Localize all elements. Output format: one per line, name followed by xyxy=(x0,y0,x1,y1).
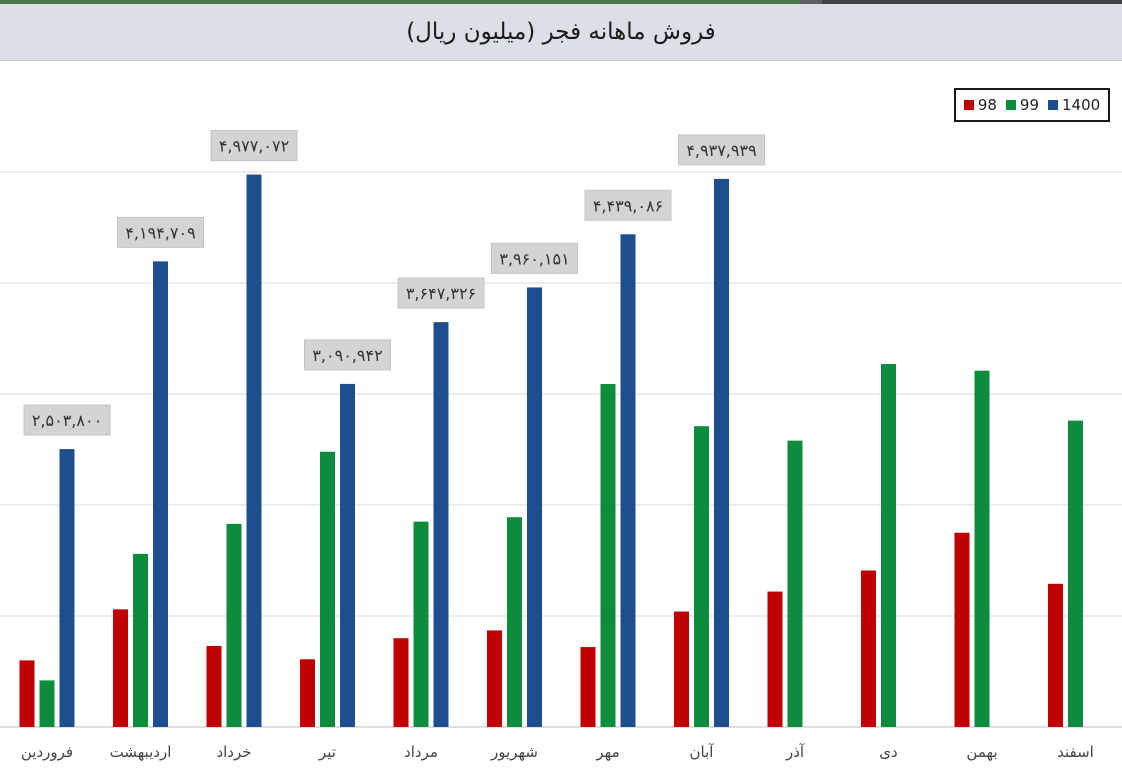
top-strip-left xyxy=(0,0,800,4)
data-label-box xyxy=(304,339,391,371)
data-label-8: ۴,۹۳۷,۹۳۹ xyxy=(678,134,765,166)
bar-98-10 xyxy=(861,570,876,727)
data-label-text: ۲,۵۰۳,۸۰۰ xyxy=(32,411,102,430)
data-labels: ۲,۵۰۳,۸۰۰ ۴,۱۹۴,۷۰۹ ۴,۹۷۷,۰۷۲ ۳,۰۹۰,۹۴۲ ۳,۶۴… xyxy=(23,130,765,436)
bar-98-12 xyxy=(1048,583,1063,727)
bar-98-8 xyxy=(674,611,689,727)
chart-title: فروش ماهانه فجر (میلیون ریال) xyxy=(406,19,716,45)
bar-99-12 xyxy=(1068,420,1083,727)
top-strip xyxy=(0,0,1122,4)
bar-99-5 xyxy=(413,521,429,727)
bar-1400-3 xyxy=(246,174,262,727)
data-label-3: ۴,۹۷۷,۰۷۲ xyxy=(210,130,298,162)
category-label-11: بهمن xyxy=(966,743,997,761)
data-label-7: ۴,۴۳۹,۰۸۶ xyxy=(584,189,672,221)
bar-98-3 xyxy=(206,645,222,727)
data-label-box xyxy=(584,189,672,221)
bar-99-11 xyxy=(974,370,990,727)
bar-1400-5 xyxy=(433,322,449,727)
category-label-12: اسفند xyxy=(1057,743,1094,761)
category-label-4: تیر xyxy=(318,743,336,761)
data-label-4: ۳,۰۹۰,۹۴۲ xyxy=(304,339,391,371)
legend-swatch-99 xyxy=(1005,100,1016,110)
legend-label-98: 98 xyxy=(977,96,997,114)
data-label-text: ۳,۹۶۰,۱۵۱ xyxy=(499,249,569,268)
category-label-2: اردیبهشت xyxy=(110,743,172,761)
legend-item-98: 98 xyxy=(963,96,997,114)
legend-label-1400: 1400 xyxy=(1062,96,1101,114)
bar-98-4 xyxy=(300,659,315,727)
legend-swatch-98 xyxy=(963,100,974,110)
data-label-text: ۳,۰۹۰,۹۴۲ xyxy=(312,346,382,365)
bar-1400-6 xyxy=(527,287,542,727)
bar-99-3 xyxy=(226,523,242,727)
bar-1400-4 xyxy=(340,383,355,727)
category-label-3: خرداد xyxy=(216,743,251,761)
bar-98-6 xyxy=(487,630,502,727)
legend-label-99: 99 xyxy=(1019,96,1039,114)
data-label-box xyxy=(678,134,765,166)
legend-swatch-1400 xyxy=(1048,100,1058,110)
bar-1400-2 xyxy=(153,261,168,727)
data-label-text: ۴,۱۹۴,۷۰۹ xyxy=(125,223,195,242)
bar-99-6 xyxy=(507,517,522,727)
bar-1400-8 xyxy=(714,178,729,727)
data-label-text: ۴,۴۳۹,۰۸۶ xyxy=(593,196,663,215)
bar-99-1 xyxy=(39,680,55,727)
top-strip-right xyxy=(822,0,1122,4)
bar-1400-7 xyxy=(620,234,636,727)
bar-99-2 xyxy=(133,553,148,727)
data-label-6: ۳,۹۶۰,۱۵۱ xyxy=(491,242,578,274)
data-label-text: ۴,۹۷۷,۰۷۲ xyxy=(219,137,289,156)
category-label-7: مهر xyxy=(595,743,619,761)
category-label-5: مرداد xyxy=(404,743,438,761)
bar-99-7 xyxy=(600,384,616,727)
data-label-2: ۴,۱۹۴,۷۰۹ xyxy=(117,216,204,248)
data-label-5: ۳,۶۴۷,۳۲۶ xyxy=(397,277,485,309)
data-label-box xyxy=(117,216,204,248)
category-label-10: دی xyxy=(879,743,897,761)
bar-98-5 xyxy=(393,638,409,727)
bar-99-4 xyxy=(320,451,335,727)
category-label-9: آذر xyxy=(785,743,805,761)
category-label-8: آبان xyxy=(690,743,715,761)
bar-99-8 xyxy=(694,426,709,727)
data-label-box xyxy=(491,242,578,274)
bar-98-11 xyxy=(954,532,970,727)
category-label-6: شهریور xyxy=(490,743,538,761)
bar-98-7 xyxy=(580,647,596,727)
data-label-box xyxy=(397,277,485,309)
bar-99-9 xyxy=(787,440,803,727)
chart-title-bar: فروش ماهانه فجر (میلیون ریال) xyxy=(0,4,1122,61)
legend-item-1400: 1400 xyxy=(1048,96,1100,114)
gridlines xyxy=(0,171,1122,728)
category-label-1: فروردین xyxy=(21,743,73,761)
bar-98-2 xyxy=(113,609,128,727)
category-labels: فروردین اردیبهشت خرداد تیر مرداد شهریور مهر آبا… xyxy=(21,743,1094,761)
data-label-text: ۳,۶۴۷,۳۲۶ xyxy=(406,284,476,303)
legend-item-99: 99 xyxy=(1005,96,1039,114)
bar-98-1 xyxy=(19,660,35,727)
bars xyxy=(19,174,1083,727)
bar-98-9 xyxy=(767,591,783,727)
data-label-box xyxy=(23,404,111,436)
bar-99-10 xyxy=(881,364,896,727)
data-label-text: ۴,۹۳۷,۹۳۹ xyxy=(686,141,756,160)
data-label-box xyxy=(210,130,298,162)
legend: 98 99 1400 xyxy=(954,88,1110,122)
data-label-1: ۲,۵۰۳,۸۰۰ xyxy=(23,404,111,436)
bar-1400-1 xyxy=(59,449,75,727)
